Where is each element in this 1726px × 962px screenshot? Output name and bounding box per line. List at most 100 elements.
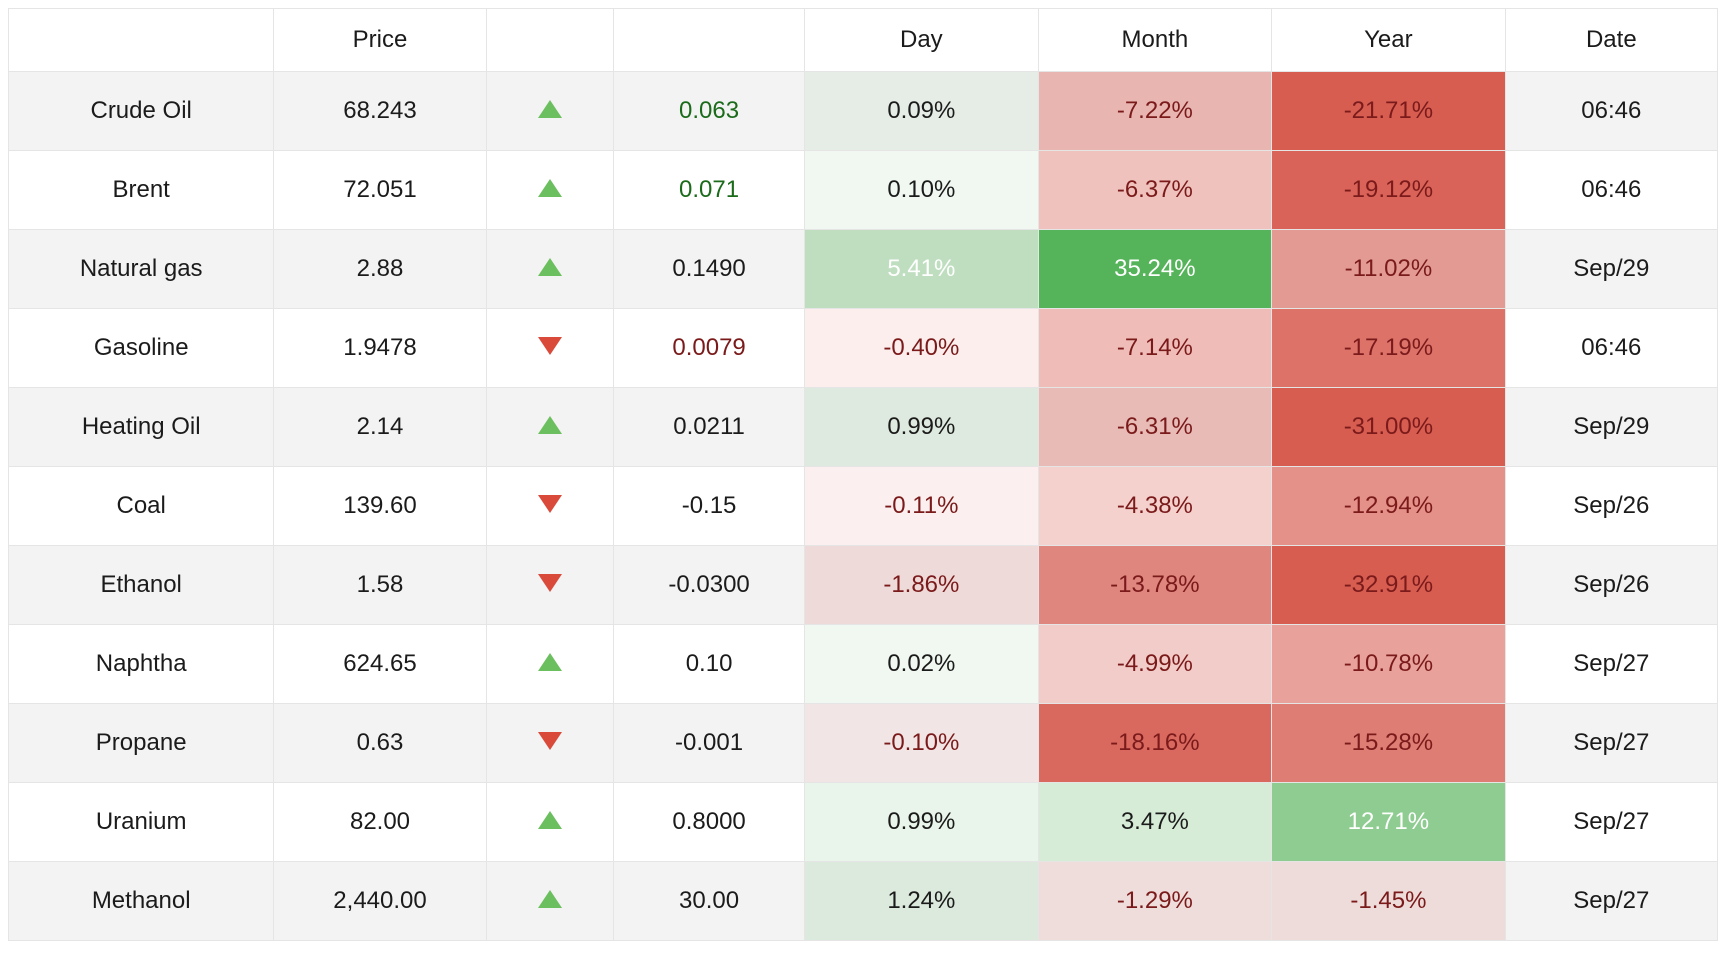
day-pct-text: 0.10% — [887, 176, 955, 203]
commodity-name[interactable]: Natural gas — [9, 230, 274, 309]
date-cell: 06:46 — [1505, 151, 1717, 230]
year-pct-cell: -10.78% — [1272, 625, 1506, 704]
month-pct-text: -18.16% — [1110, 729, 1199, 756]
month-pct-text: -7.14% — [1117, 334, 1193, 361]
table-row[interactable]: Propane0.63-0.001-0.10%-18.16%-15.28%Sep… — [9, 704, 1718, 783]
commodities-panel: Price Day Month Year Date Crude Oil68.24… — [0, 0, 1726, 949]
change-cell: 30.00 — [614, 862, 805, 941]
price-cell: 2,440.00 — [274, 862, 486, 941]
day-pct-text: -0.10% — [883, 729, 959, 756]
price-cell: 624.65 — [274, 625, 486, 704]
day-pct-text: -1.86% — [883, 571, 959, 598]
month-pct-cell: -18.16% — [1038, 704, 1272, 783]
date-cell: Sep/29 — [1505, 230, 1717, 309]
day-pct-cell: -0.11% — [805, 467, 1039, 546]
year-pct-cell: -15.28% — [1272, 704, 1506, 783]
commodity-name[interactable]: Coal — [9, 467, 274, 546]
month-pct-text: -7.22% — [1117, 97, 1193, 124]
month-pct-cell: 3.47% — [1038, 783, 1272, 862]
direction-cell — [486, 783, 613, 862]
commodity-name[interactable]: Methanol — [9, 862, 274, 941]
commodity-name[interactable]: Gasoline — [9, 309, 274, 388]
table-row[interactable]: Heating Oil2.140.02110.99%-6.31%-31.00%S… — [9, 388, 1718, 467]
date-cell: Sep/27 — [1505, 704, 1717, 783]
table-row[interactable]: Gasoline1.9478 0.0079 -0.40% -7.14% -17.19%0… — [9, 309, 1718, 388]
commodity-name[interactable]: Crude Oil — [9, 72, 274, 151]
day-pct-text: 0.09% — [887, 97, 955, 124]
direction-cell — [486, 388, 613, 467]
day-pct-cell: 0.99% — [805, 783, 1039, 862]
day-pct-cell: -0.40% — [805, 309, 1039, 388]
commodity-name[interactable]: Ethanol — [9, 546, 274, 625]
table-row[interactable]: Uranium82.000.80000.99%3.47%12.71%Sep/27 — [9, 783, 1718, 862]
day-pct-text: -0.40% — [883, 334, 959, 361]
change-cell: 0.063 — [614, 72, 805, 151]
year-pct-text: -11.02% — [1345, 255, 1433, 282]
month-pct-text: -6.37% — [1117, 176, 1193, 203]
col-header-month[interactable]: Month — [1038, 9, 1272, 72]
month-pct-cell: -6.31% — [1038, 388, 1272, 467]
month-pct-text: -1.29% — [1117, 887, 1193, 914]
year-pct-cell: -12.94% — [1272, 467, 1506, 546]
price-cell: 1.58 — [274, 546, 486, 625]
change-cell: -0.001 — [614, 704, 805, 783]
year-pct-text: -12.94% — [1344, 492, 1433, 519]
change-cell: 0.0079 — [614, 309, 805, 388]
direction-cell — [486, 467, 613, 546]
commodity-name[interactable]: Propane — [9, 704, 274, 783]
year-pct-cell: -17.19% — [1272, 309, 1506, 388]
direction-cell — [486, 704, 613, 783]
table-row[interactable]: Naphtha624.650.100.02%-4.99%-10.78%Sep/2… — [9, 625, 1718, 704]
table-row[interactable]: Crude Oil68.2430.0630.09%-7.22%-21.71%06… — [9, 72, 1718, 151]
table-header-row: Price Day Month Year Date — [9, 9, 1718, 72]
price-cell: 139.60 — [274, 467, 486, 546]
year-pct-text: -21.71% — [1344, 97, 1433, 124]
table-row[interactable]: Ethanol1.58-0.0300-1.86%-13.78%-32.91%Se… — [9, 546, 1718, 625]
commodity-name[interactable]: Naphtha — [9, 625, 274, 704]
year-pct-text: 12.71% — [1348, 808, 1429, 835]
table-row[interactable]: Methanol2,440.0030.001.24%-1.29%-1.45%Se… — [9, 862, 1718, 941]
col-header-dir — [486, 9, 613, 72]
day-pct-cell: 0.10% — [805, 151, 1039, 230]
date-cell: Sep/27 — [1505, 862, 1717, 941]
date-cell: Sep/29 — [1505, 388, 1717, 467]
day-pct-cell: -1.86% — [805, 546, 1039, 625]
month-pct-cell: -7.22% — [1038, 72, 1272, 151]
month-pct-text: 35.24% — [1114, 255, 1195, 282]
month-pct-text: 3.47% — [1121, 808, 1189, 835]
table-row[interactable]: Brent72.0510.0710.10%-6.37%-19.12%06:46 — [9, 151, 1718, 230]
col-header-name[interactable] — [9, 9, 274, 72]
table-row[interactable]: Coal139.60-0.15-0.11%-4.38%-12.94%Sep/26 — [9, 467, 1718, 546]
direction-cell — [486, 546, 613, 625]
col-header-price[interactable]: Price — [274, 9, 486, 72]
commodity-name[interactable]: Heating Oil — [9, 388, 274, 467]
month-pct-cell: 35.24% — [1038, 230, 1272, 309]
day-pct-cell: 1.24% — [805, 862, 1039, 941]
col-header-date[interactable]: Date — [1505, 9, 1717, 72]
year-pct-text: -10.78% — [1344, 650, 1433, 677]
date-cell: 06:46 — [1505, 309, 1717, 388]
date-cell: Sep/27 — [1505, 625, 1717, 704]
table-row[interactable]: Natural gas2.880.14905.41%35.24%-11.02%S… — [9, 230, 1718, 309]
direction-cell — [486, 230, 613, 309]
col-header-year[interactable]: Year — [1272, 9, 1506, 72]
year-pct-text: -32.91% — [1344, 571, 1433, 598]
date-cell: Sep/26 — [1505, 546, 1717, 625]
year-pct-cell: 12.71% — [1272, 783, 1506, 862]
day-pct-text: 0.99% — [887, 413, 955, 440]
month-pct-cell: -4.99% — [1038, 625, 1272, 704]
commodity-name[interactable]: Brent — [9, 151, 274, 230]
col-header-change — [614, 9, 805, 72]
month-pct-cell: -1.29% — [1038, 862, 1272, 941]
change-cell: 0.10 — [614, 625, 805, 704]
arrow-up-icon — [538, 890, 562, 908]
arrow-down-icon — [538, 495, 562, 513]
col-header-day[interactable]: Day — [805, 9, 1039, 72]
arrow-up-icon — [538, 416, 562, 434]
month-pct-text: -6.31% — [1117, 413, 1193, 440]
year-pct-cell: -11.02% — [1272, 230, 1506, 309]
commodity-name[interactable]: Uranium — [9, 783, 274, 862]
month-pct-text: -4.38% — [1117, 492, 1193, 519]
price-cell: 1.9478 — [274, 309, 486, 388]
month-pct-cell: -7.14% — [1038, 309, 1272, 388]
